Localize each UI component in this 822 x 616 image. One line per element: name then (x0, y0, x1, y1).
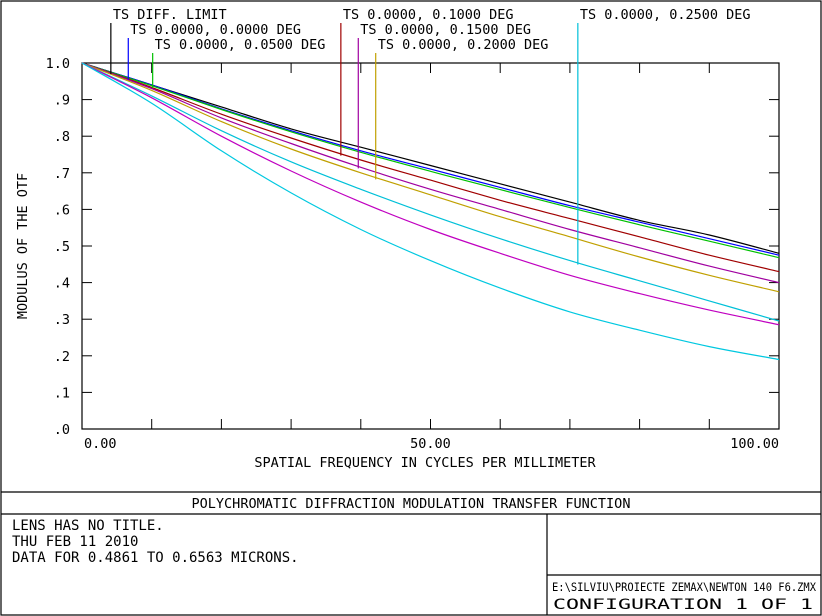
y-tick-label: .9 (54, 93, 70, 109)
y-axis-ticks: .0 .1 .2 .3 .4 .5 .6 .7 .8 .9 1.0 (46, 56, 779, 438)
y-tick-label: .0 (54, 422, 70, 438)
y-tick-label: .8 (54, 129, 70, 145)
legend-label-5: TS 0.0000, 0.2000 DEG (378, 37, 549, 53)
legend-label-0: TS DIFF. LIMIT (113, 7, 227, 23)
mtf-curve-8 (81, 62, 780, 361)
mtf-curve-5 (81, 62, 780, 293)
y-axis-label: MODULUS OF THE OTF (15, 173, 31, 319)
mtf-curve-7 (81, 62, 780, 326)
y-tick-label: 1.0 (46, 56, 70, 72)
legend-label-6: TS 0.0000, 0.2500 DEG (580, 7, 751, 23)
y-tick-label: .1 (54, 385, 70, 401)
legend-markers (110, 23, 579, 265)
y-tick-label: .6 (54, 202, 70, 218)
x-tick-label: 0.00 (84, 436, 117, 452)
mtf-curve-4 (81, 62, 780, 284)
legend-label-3: TS 0.0000, 0.1000 DEG (343, 7, 514, 23)
info-line-wavelength: DATA FOR 0.4861 TO 0.6563 MICRONS. (12, 550, 299, 566)
mtf-curve-3 (81, 62, 780, 273)
y-tick-label: .4 (54, 276, 70, 292)
info-line-date: THU FEB 11 2010 (12, 534, 138, 550)
mtf-curve-2 (81, 62, 780, 259)
mtf-curve-1 (81, 62, 780, 256)
legend-label-1: TS 0.0000, 0.0000 DEG (130, 22, 301, 38)
x-axis-ticks: 0.00 50.00 100.00 (81, 63, 780, 452)
y-tick-label: .3 (54, 312, 70, 328)
y-tick-label: .7 (54, 166, 70, 182)
legend-label-4: TS 0.0000, 0.1500 DEG (360, 22, 531, 38)
x-tick-label: 50.00 (410, 436, 451, 452)
legend-label-2: TS 0.0000, 0.0500 DEG (155, 37, 326, 53)
info-line-lens: LENS HAS NO TITLE. (12, 518, 164, 534)
x-tick-label: 100.00 (730, 436, 779, 452)
chart-title: POLYCHROMATIC DIFFRACTION MODULATION TRA… (192, 496, 631, 512)
mtf-curves (81, 62, 780, 361)
configuration-label: CONFIGURATION 1 OF 1 (553, 597, 813, 613)
mtf-curve-0 (81, 62, 780, 254)
y-tick-label: .2 (54, 349, 70, 365)
file-path: E:\SILVIU\PROIECTE ZEMAX\NEWTON 140 F6.Z… (552, 580, 816, 594)
y-tick-label: .5 (54, 239, 70, 255)
x-axis-label: SPATIAL FREQUENCY IN CYCLES PER MILLIMET… (254, 455, 596, 471)
mtf-curve-6 (81, 62, 780, 322)
